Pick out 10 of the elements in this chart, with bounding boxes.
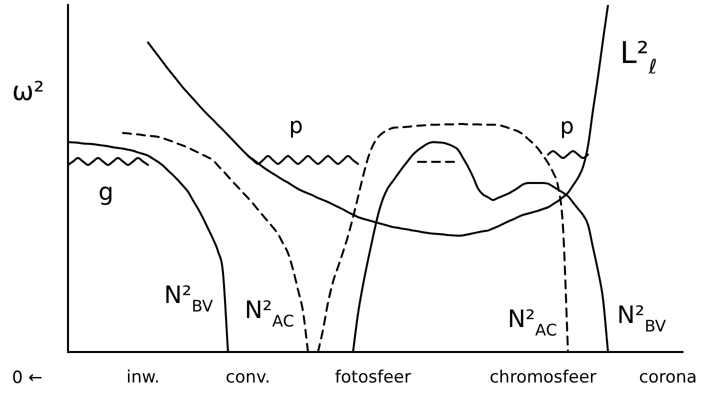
y-axis-title: ω² <box>12 77 44 107</box>
x-tick-label: inw. <box>126 368 160 388</box>
x-tick-label: chromosfeer <box>490 368 596 388</box>
x-tick-label: conv. <box>226 368 270 388</box>
x-tick-label: fotosfeer <box>334 368 412 388</box>
series-label: g <box>98 178 114 206</box>
text: 0 ← <box>12 368 42 388</box>
series-label: p <box>289 114 303 140</box>
x-tick-label: corona <box>639 368 697 388</box>
series-label: p <box>560 114 574 140</box>
